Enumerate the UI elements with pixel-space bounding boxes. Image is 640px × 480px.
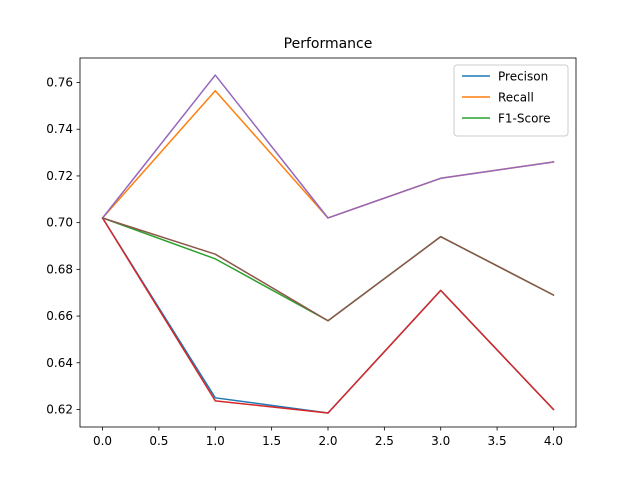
legend: Precison Recall F1-Score: [453, 64, 569, 137]
y-tick-label: 0.68: [46, 262, 73, 276]
x-tick-label: 1.5: [262, 434, 281, 448]
x-tick-label: 1.0: [206, 434, 225, 448]
y-tick-label: 0.62: [46, 402, 73, 416]
x-tick-label: 3.0: [431, 434, 450, 448]
y-tick-label: 0.76: [46, 76, 73, 90]
y-tick-label: 0.72: [46, 169, 73, 183]
x-tick-label: 2.0: [318, 434, 337, 448]
y-tick-label: 0.70: [46, 216, 73, 230]
x-tick-label: 2.5: [375, 434, 394, 448]
chart-title: Performance: [284, 36, 373, 52]
series-layer: [101, 74, 555, 414]
y-tick-label: 0.64: [46, 356, 73, 370]
legend-label: F1-Score: [498, 112, 550, 126]
legend-label: Recall: [498, 91, 534, 105]
series-line-3: [101, 216, 555, 414]
x-tick-label: 4.0: [544, 434, 563, 448]
y-tick-label: 0.66: [46, 309, 73, 323]
y-tick-label: 0.74: [46, 122, 73, 136]
legend-label: Precison: [498, 70, 548, 84]
x-tick-label: 0.0: [93, 434, 112, 448]
series-line-5: [101, 217, 555, 322]
series-line-4: [101, 74, 555, 220]
y-axis: 0.62 0.64 0.66 0.68 0.70 0.72 0.74 0.76: [46, 76, 80, 416]
x-tick-label: 3.5: [488, 434, 507, 448]
x-tick-label: 0.5: [149, 434, 168, 448]
x-axis: 0.0 0.5 1.0 1.5 2.0 2.5 3.0 3.5 4.0: [93, 427, 563, 448]
